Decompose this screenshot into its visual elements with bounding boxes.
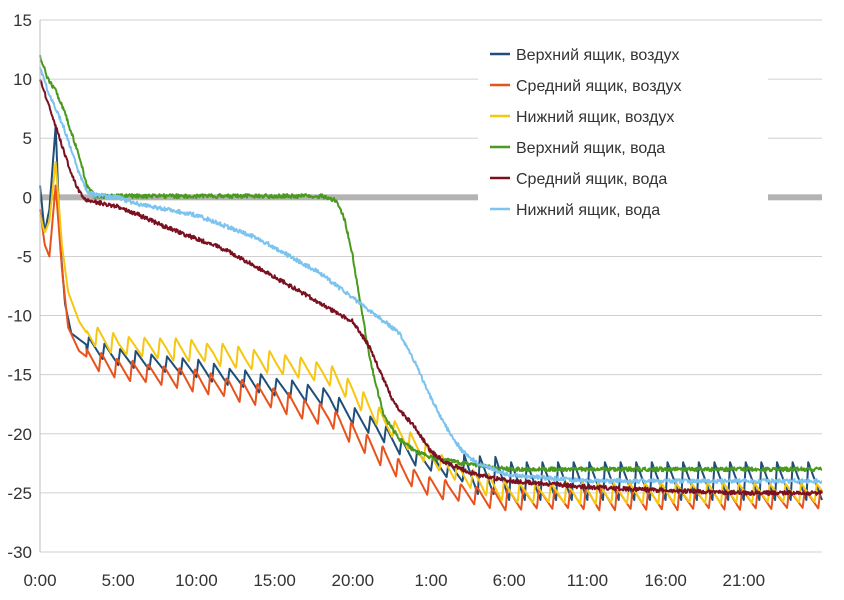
x-tick-label: 11:00 xyxy=(567,571,608,590)
x-tick-label: 1:00 xyxy=(414,571,447,590)
series-line xyxy=(39,79,823,496)
legend: Верхний ящик, воздух Средний ящик, воздух… xyxy=(478,32,768,232)
x-tick-label: 15:00 xyxy=(253,571,296,590)
x-tick-label: 10:00 xyxy=(175,571,218,590)
legend-label: Нижний ящик, воздух xyxy=(516,109,674,126)
y-tick-label: -25 xyxy=(7,484,32,503)
legend-label: Средний ящик, вода xyxy=(516,171,667,188)
legend-label: Верхний ящик, вода xyxy=(516,140,665,157)
x-tick-label: 21:00 xyxy=(723,571,766,590)
x-tick-label: 0:00 xyxy=(23,571,56,590)
y-tick-label: -15 xyxy=(7,366,32,385)
legend-label: Средний ящик, воздух xyxy=(516,78,682,95)
series-line xyxy=(39,184,823,512)
x-tick-label: 16:00 xyxy=(644,571,687,590)
x-tick-label: 5:00 xyxy=(102,571,135,590)
legend-label: Нижний ящик, вода xyxy=(516,202,660,219)
series-line xyxy=(39,67,823,485)
legend-label: Верхний ящик, воздух xyxy=(516,47,679,64)
legend-background xyxy=(478,32,768,232)
axis-layer: 15 10 5 0 -5 -10 -15 -20 -25 -30 0:00 5:00 10:00 15:0… xyxy=(7,11,765,590)
y-tick-label: 15 xyxy=(13,11,32,30)
zero-band-layer xyxy=(40,194,822,201)
series-line xyxy=(39,55,823,473)
y-tick-label: -10 xyxy=(7,307,32,326)
x-tick-label: 20:00 xyxy=(332,571,375,590)
y-tick-label: -20 xyxy=(7,425,32,444)
x-tick-label: 6:00 xyxy=(493,571,526,590)
y-tick-label: 0 xyxy=(23,188,32,207)
y-tick-label: 5 xyxy=(23,129,32,148)
zero-reference-band xyxy=(40,194,822,201)
y-tick-label: -5 xyxy=(17,247,32,266)
y-tick-label: -30 xyxy=(7,543,32,562)
series-layer xyxy=(39,55,823,512)
y-tick-label: 10 xyxy=(13,70,32,89)
